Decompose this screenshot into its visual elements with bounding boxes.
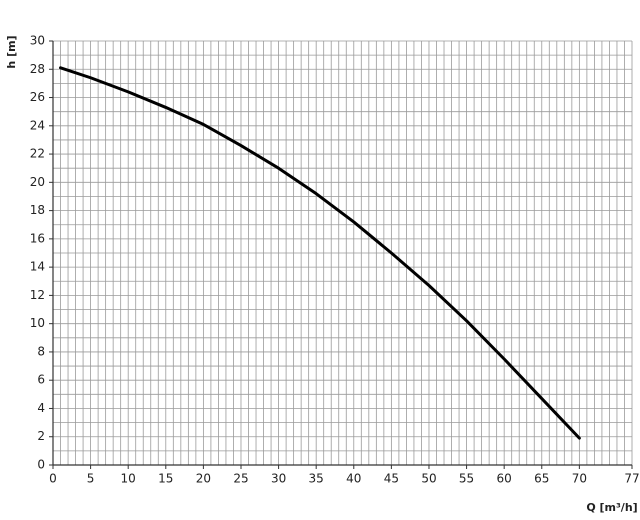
x-axis-label: Q [m³/h] xyxy=(586,501,637,514)
x-tick-label: 40 xyxy=(346,472,361,486)
x-tick-label: 0 xyxy=(49,472,57,486)
y-axis-label: h [m] xyxy=(5,35,18,68)
y-tick-label: 8 xyxy=(37,344,45,358)
x-tick-label: 70 xyxy=(572,472,587,486)
y-tick-label: 28 xyxy=(30,62,45,76)
y-tick-label: 6 xyxy=(37,373,45,387)
y-tick-label: 10 xyxy=(30,316,45,330)
y-tick-label: 4 xyxy=(37,401,45,415)
x-tick-label: 15 xyxy=(158,472,173,486)
y-tick-label: 16 xyxy=(30,231,45,245)
x-tick-label: 50 xyxy=(421,472,436,486)
x-tick-label: 77 xyxy=(624,472,639,486)
x-tick-label: 65 xyxy=(534,472,549,486)
y-tick-label: 22 xyxy=(30,147,45,161)
x-tick-label: 10 xyxy=(121,472,136,486)
x-tick-label: 20 xyxy=(196,472,211,486)
x-tick-label: 60 xyxy=(497,472,512,486)
y-tick-label: 12 xyxy=(30,288,45,302)
x-tick-label: 30 xyxy=(271,472,286,486)
y-tick-label: 18 xyxy=(30,203,45,217)
y-tick-label: 14 xyxy=(30,260,45,274)
x-tick-label: 25 xyxy=(233,472,248,486)
x-tick-label: 45 xyxy=(384,472,399,486)
y-tick-label: 2 xyxy=(37,429,45,443)
y-tick-label: 20 xyxy=(30,175,45,189)
y-tick-label: 30 xyxy=(30,34,45,48)
x-tick-label: 55 xyxy=(459,472,474,486)
y-tick-label: 26 xyxy=(30,90,45,104)
y-tick-label: 0 xyxy=(37,458,45,472)
x-tick-label: 5 xyxy=(87,472,95,486)
curve xyxy=(59,66,581,440)
x-tick-label: 35 xyxy=(309,472,324,486)
y-tick-label: 24 xyxy=(30,118,45,132)
